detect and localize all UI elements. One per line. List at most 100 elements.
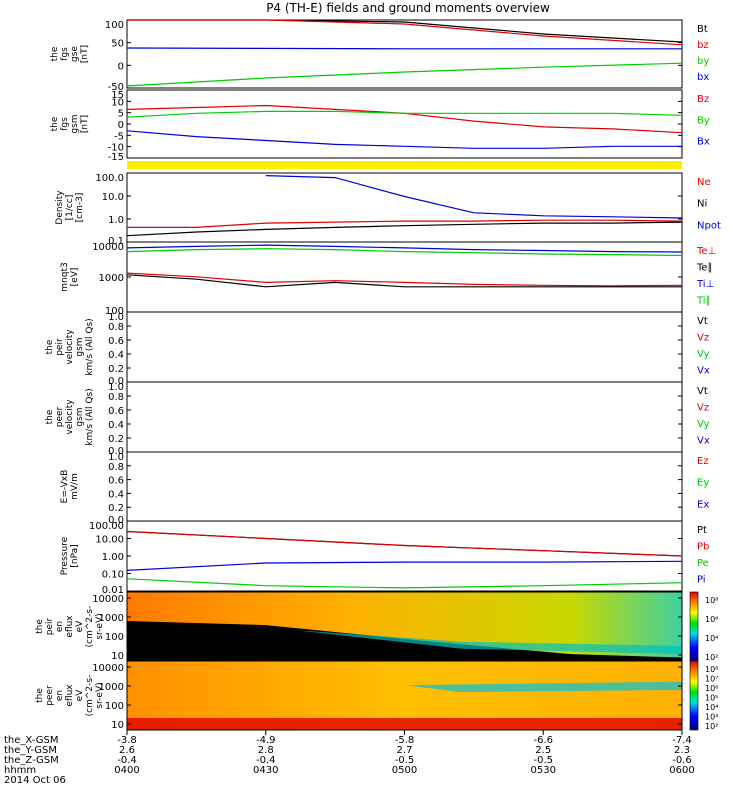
y-axis-label: the — [50, 116, 60, 131]
y-axis-label: mV/m — [70, 473, 80, 500]
status-bar — [127, 161, 682, 169]
y-axis-label: velocity — [65, 399, 75, 435]
y-axis-label: en — [55, 690, 65, 701]
panel-peir-spec: 10⁸ 10⁶ 10⁴ 10² 10000 1000 100 10 the peir en eflux… — [35, 591, 718, 662]
y-axis-label: (cm^2-s- — [85, 675, 95, 717]
colorbar-tick-label: 10⁴ — [705, 703, 718, 712]
panel-frame — [126, 311, 683, 383]
panel-efield: 1.00.8 0.6 0.4 0.20.0 E=-VxB mV/m Ez Ey Ex — [60, 451, 709, 526]
y-tick-label: 5 — [118, 109, 124, 120]
y-tick-label: 0.4 — [108, 420, 124, 431]
y-tick-label: 100.0 — [95, 173, 124, 184]
x-tick-label: -6.6 — [533, 735, 553, 746]
y-tick-label: 100 — [105, 20, 124, 31]
y-axis-label: sr-eV) — [95, 682, 105, 708]
series-line-Pb — [126, 530, 683, 557]
legend-Vy: Vy — [697, 349, 710, 360]
y-tick-label: 50 — [111, 39, 124, 50]
y-axis-label: [nT] — [80, 45, 90, 63]
series-line-Ni — [126, 221, 683, 237]
high-flux-band — [127, 718, 682, 730]
y-tick-label: 0.2 — [108, 434, 124, 445]
colorbar — [689, 591, 699, 662]
colorbar-tick-label: 10² — [705, 653, 718, 662]
y-axis-label: km/s (All Qs) — [85, 318, 95, 375]
colorbar-tick-label: 10² — [705, 722, 718, 731]
legend-Bt: Bt — [697, 24, 708, 35]
panel-density: 100.0 10.0 1.0 0.1 Density [1/cc] [cm-3] Ne Ni Np… — [55, 172, 721, 247]
y-tick-label: 1.0 — [108, 452, 124, 463]
legend-Vx: Vx — [697, 436, 710, 447]
x-tick-label: 2.8 — [258, 745, 274, 756]
y-tick-label: 10.0 — [102, 192, 124, 203]
series-line-Pe — [126, 578, 683, 589]
x-tick-label: 0430 — [253, 765, 278, 776]
panel-frame — [126, 19, 683, 89]
y-tick-label: 10.00 — [95, 535, 124, 546]
x-row-label: 2014 Oct 06 — [4, 775, 66, 786]
y-axis-label: E=-VxB — [60, 470, 70, 504]
panel-frame — [126, 241, 683, 313]
x-row-label: the_Y-GSM — [4, 745, 57, 756]
y-tick-label: 1000 — [99, 273, 124, 284]
y-tick-label: 15 — [111, 90, 124, 101]
y-tick-label: 10000 — [92, 594, 124, 605]
colorbar-tick-label: 10⁴ — [705, 634, 718, 643]
y-axis-label: the — [45, 339, 55, 354]
y-tick-label: 1.00 — [102, 552, 124, 563]
series-line-bx — [126, 47, 682, 50]
legend-Vy: Vy — [697, 419, 710, 430]
y-tick-label: 0.0 — [108, 446, 124, 457]
x-tick-label: -5.8 — [395, 735, 415, 746]
y-tick-label: 0.6 — [108, 406, 124, 417]
legend-Pb: Pb — [697, 542, 709, 553]
series-line-Bt — [127, 19, 683, 43]
y-tick-label: 0.4 — [108, 350, 124, 361]
series-line-Npot — [265, 175, 683, 219]
legend-Ez: Ez — [697, 456, 709, 467]
panel-frame — [126, 381, 683, 453]
series-line-Ne — [127, 219, 683, 228]
legend-Pe: Pe — [697, 558, 709, 569]
y-axis-label: the — [35, 619, 45, 634]
series-line-by — [126, 62, 683, 87]
y-tick-label: 0.6 — [108, 476, 124, 487]
x-tick-label: -0.6 — [672, 755, 692, 766]
y-tick-label: 0.4 — [108, 489, 124, 500]
colorbar — [689, 660, 699, 731]
y-axis-label: [nPa] — [70, 544, 80, 567]
series-line-bz — [127, 19, 683, 46]
y-tick-label: 10000 — [92, 242, 124, 253]
cyan-band — [293, 629, 682, 655]
y-axis-label: [eV] — [70, 268, 80, 287]
x-tick-label: 0500 — [392, 765, 417, 776]
y-tick-label: 0.8 — [108, 392, 124, 403]
x-tick-label: 0600 — [669, 765, 694, 776]
y-axis-label: peir — [55, 338, 65, 356]
y-axis-label: the — [45, 409, 55, 424]
y-axis-label: eV — [75, 620, 85, 633]
series-line-Te⊥ — [126, 272, 683, 287]
legend-Ti⊥: Ti⊥ — [696, 279, 714, 290]
y-tick-label: -10 — [108, 143, 124, 154]
x-tick-label: 2.7 — [397, 745, 413, 756]
x-tick-label: 2.5 — [535, 745, 551, 756]
y-tick-label: 10 — [111, 651, 124, 662]
x-tick-label: -0.5 — [395, 755, 415, 766]
y-tick-label: -15 — [108, 152, 124, 163]
series-line-Bz — [126, 104, 683, 134]
panel-frame — [126, 451, 683, 522]
y-axis-label: sr-eV) — [95, 613, 105, 639]
legend-Vt: Vt — [697, 386, 708, 397]
y-axis-label: [nT] — [80, 115, 90, 133]
y-axis-label: mnqt3 — [60, 262, 70, 291]
panel-frame — [126, 89, 683, 159]
y-tick-label: 0 — [118, 120, 124, 131]
x-tick-label: 0530 — [531, 765, 556, 776]
y-axis-label: peir — [45, 617, 55, 635]
y-axis-label: peer — [45, 685, 55, 706]
y-tick-label: 0.0 — [108, 376, 124, 387]
panel-peer-vel: 1.00.8 0.6 0.4 0.20.0 the peer velocity gsm km/s… — [45, 381, 710, 457]
